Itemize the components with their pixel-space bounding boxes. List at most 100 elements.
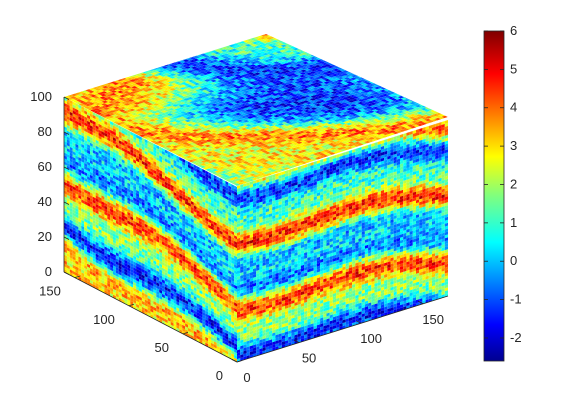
top-face-cell — [176, 85, 183, 89]
top-face-cell — [290, 55, 298, 59]
top-face-cell — [287, 110, 294, 113]
top-face-cell — [114, 86, 122, 90]
left-face-cell — [115, 147, 119, 152]
left-face-cell — [121, 162, 125, 167]
left-face-cell — [110, 141, 113, 146]
top-face-cell — [216, 79, 224, 83]
top-face-cell — [281, 109, 288, 113]
top-face-cell — [429, 112, 436, 115]
top-face-cell — [227, 49, 234, 53]
top-face-cell — [270, 74, 277, 78]
top-face-cell — [239, 94, 246, 97]
top-face-cell — [260, 140, 267, 144]
left-face-cell — [127, 258, 131, 263]
top-face-cell — [173, 137, 181, 141]
top-face-cell — [294, 95, 301, 99]
left-face-cell — [115, 132, 119, 138]
top-face-cell — [223, 50, 231, 54]
top-face-cell — [291, 67, 298, 71]
top-face-cell — [212, 86, 219, 89]
top-face-cell — [314, 130, 322, 133]
top-face-cell — [323, 108, 330, 111]
top-face-cell — [193, 111, 200, 115]
top-face-cell — [273, 114, 280, 118]
top-face-cell — [286, 100, 293, 104]
top-face-cell — [343, 79, 350, 83]
left-face-cell — [87, 123, 90, 128]
top-face-cell — [286, 142, 293, 145]
top-face-cell — [222, 68, 230, 71]
top-face-cell — [248, 152, 255, 155]
top-face-cell — [263, 127, 271, 131]
top-face-cell — [161, 122, 168, 125]
left-face-cell — [90, 122, 93, 127]
left-face-cell — [104, 237, 108, 242]
top-face-cell — [255, 123, 262, 126]
top-face-cell — [279, 47, 287, 50]
left-face-cell — [124, 291, 128, 297]
top-face-cell — [153, 100, 160, 104]
top-face-cell — [300, 149, 307, 153]
left-face-cell — [72, 203, 76, 208]
left-face-cell — [121, 217, 125, 222]
top-face-cell — [265, 54, 272, 57]
top-face-cell — [324, 105, 331, 108]
top-face-cell — [320, 109, 327, 112]
top-face-cell — [158, 108, 165, 112]
top-face-cell — [154, 97, 161, 101]
top-face-cell — [262, 171, 270, 175]
top-face-cell — [299, 128, 306, 131]
left-face-cell — [107, 172, 111, 177]
left-face-cell — [95, 151, 99, 156]
left-face-cell — [104, 266, 108, 272]
top-face-cell — [125, 95, 133, 98]
left-face-cell — [66, 168, 70, 173]
top-face-cell — [231, 140, 238, 144]
top-face-cell — [166, 101, 173, 104]
top-face-cell — [205, 100, 212, 104]
top-face-cell — [258, 136, 265, 140]
left-face-cell — [113, 195, 116, 200]
top-face-cell — [153, 127, 161, 130]
top-face-cell — [345, 125, 352, 128]
left-face-cell — [84, 247, 88, 252]
top-face-cell — [244, 46, 251, 50]
left-face-cell — [81, 222, 85, 228]
top-face-cell — [207, 78, 214, 81]
top-face-cell — [390, 124, 398, 128]
left-face-cell — [121, 202, 125, 208]
top-face-cell — [209, 55, 217, 59]
top-face-cell — [225, 140, 232, 143]
left-face-cell — [87, 126, 90, 131]
left-face-cell — [90, 282, 93, 287]
top-face-cell — [381, 108, 389, 111]
top-face-cell — [154, 95, 162, 98]
top-face-cell — [134, 111, 142, 115]
top-face-cell — [367, 89, 374, 92]
left-face-cell — [98, 225, 102, 231]
top-face-cell — [344, 103, 351, 107]
top-face-cell — [104, 87, 112, 90]
top-face-cell — [281, 107, 288, 110]
top-face-cell — [248, 149, 256, 153]
top-face-cell — [186, 99, 193, 103]
top-face-cell — [300, 57, 307, 61]
top-face-cell — [178, 116, 186, 120]
left-face-cell — [84, 142, 88, 147]
top-face-cell — [211, 168, 219, 172]
top-face-cell — [210, 94, 217, 97]
top-face-cell — [211, 103, 218, 107]
top-face-cell — [302, 156, 309, 159]
left-face-cell — [84, 235, 88, 241]
top-face-cell — [223, 94, 230, 98]
top-face-cell — [224, 128, 232, 131]
top-face-cell — [315, 154, 322, 157]
left-face-cell — [101, 157, 105, 162]
left-face-cell — [84, 136, 88, 142]
top-face-cell — [198, 156, 205, 159]
top-face-cell — [355, 136, 362, 139]
top-face-cell — [294, 54, 301, 58]
left-face-cell — [107, 128, 111, 133]
top-face-cell — [79, 100, 86, 104]
top-face-cell — [244, 138, 252, 142]
